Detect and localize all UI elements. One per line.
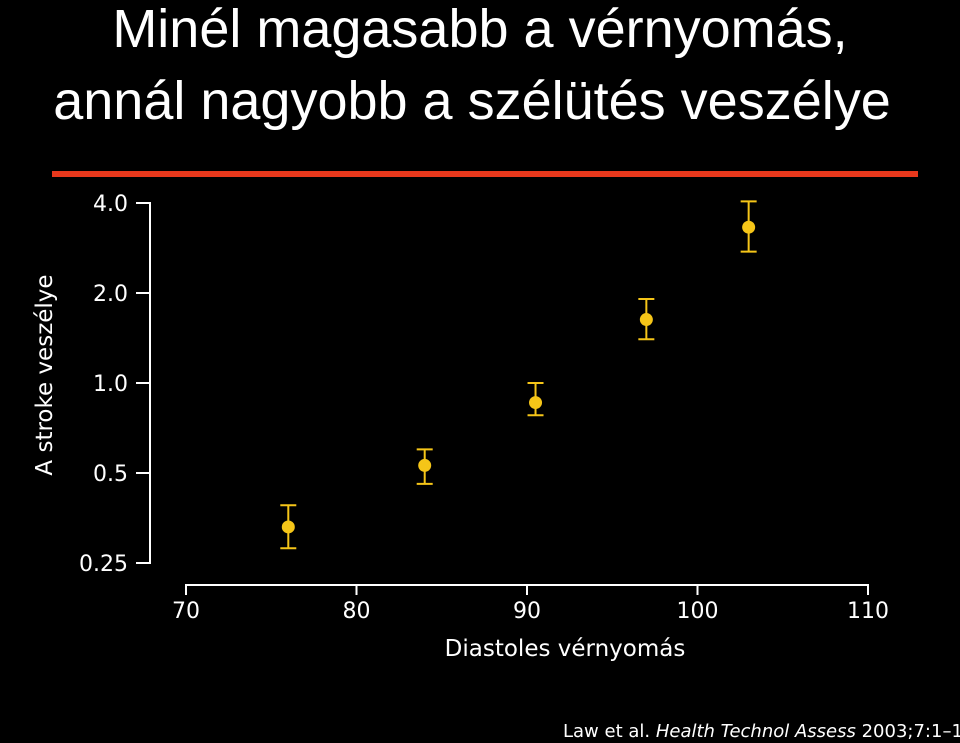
data-point: [281, 520, 295, 534]
data-point-group: [740, 200, 757, 253]
data-point: [418, 458, 432, 472]
source-journal: Health Technol Assess: [655, 721, 856, 742]
data-point-group: [527, 382, 544, 417]
y-tick-label: 1.0: [93, 372, 128, 397]
data-point: [639, 313, 653, 327]
source-authors: Law et al.: [563, 721, 651, 742]
source-citation: Law et al. Health Technol Assess 2003;7:…: [563, 722, 960, 742]
y-tick-label: 2.0: [93, 282, 128, 307]
title-line-1: Minél magasabb a vérnyomás,: [112, 0, 848, 59]
source-reference: 2003;7:1–106: [861, 721, 960, 742]
x-axis-title: Diastoles vérnyomás: [445, 636, 686, 662]
data-point: [529, 396, 543, 410]
title-line-2: annál nagyobb a szélütés veszélye: [53, 71, 891, 131]
data-point: [742, 220, 756, 234]
title-underline-rule: [52, 171, 918, 177]
y-tick-label: 0.5: [93, 462, 128, 487]
x-tick-label: 70: [172, 599, 200, 624]
data-point-group: [280, 504, 297, 550]
x-tick-label: 90: [513, 599, 541, 624]
data-point-group: [638, 297, 655, 341]
data-point-group: [416, 448, 433, 485]
y-tick-label: 0.25: [79, 552, 128, 577]
y-tick-label: 4.0: [93, 192, 128, 217]
x-tick-label: 80: [343, 599, 371, 624]
y-axis-title: A stroke veszélye: [32, 274, 58, 475]
x-tick-label: 100: [677, 599, 719, 624]
x-tick-label: 110: [847, 599, 889, 624]
